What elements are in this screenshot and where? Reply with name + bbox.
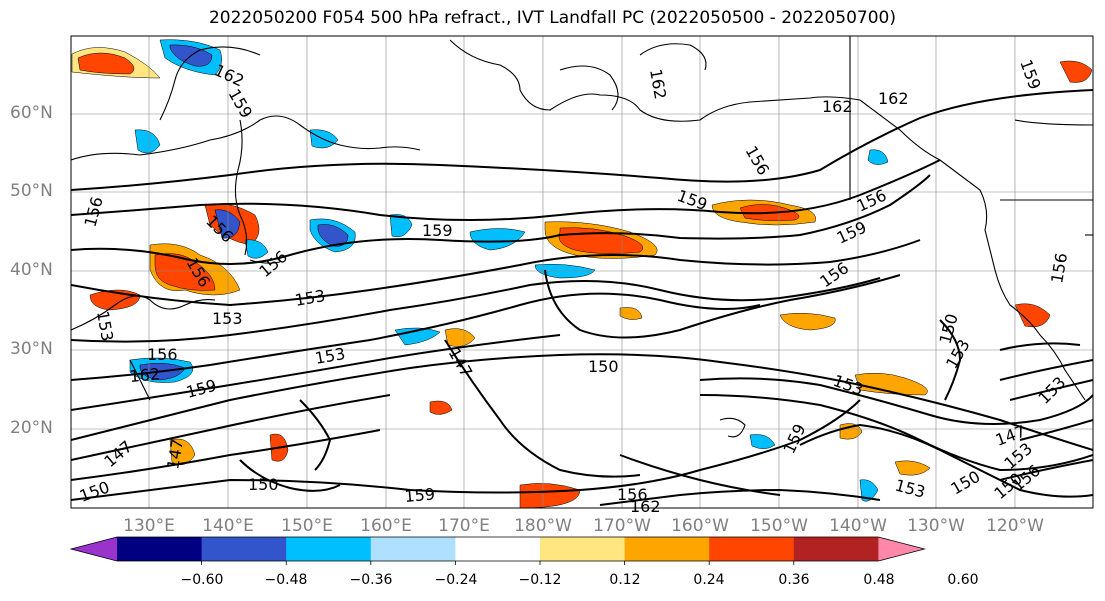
- lon-label: 120°W: [986, 516, 1044, 536]
- colorbar-tick-label: −0.48: [264, 572, 308, 588]
- colorbar-segment: [201, 537, 287, 561]
- colorbar-segment: [370, 537, 456, 561]
- colorbar-tick-label: −0.12: [518, 572, 562, 588]
- lon-label: 160°E: [360, 516, 412, 536]
- lon-label: 150°W: [750, 516, 808, 536]
- coastlines: [71, 36, 1093, 438]
- lon-label: 170°W: [593, 516, 651, 536]
- lat-label-50n: 50°N: [10, 181, 53, 201]
- contour-label: 159: [422, 221, 453, 240]
- lon-label: 130°E: [123, 516, 175, 536]
- colorbar-tick-label: 0.60: [947, 572, 979, 588]
- height-contours: [71, 89, 1093, 506]
- colorbar-segment: [117, 537, 203, 561]
- lat-label-20n: 20°N: [10, 418, 53, 438]
- colorbar-segment: [455, 537, 541, 561]
- contour-label: 162: [878, 89, 909, 108]
- lon-label: 140°E: [202, 516, 254, 536]
- contour-label: 156: [147, 345, 178, 364]
- lat-label-60n: 60°N: [10, 103, 53, 123]
- lon-label: 170°E: [438, 516, 490, 536]
- colorbar-extend-low: [71, 537, 117, 561]
- colorbar: [69, 536, 926, 565]
- contour-label: 162: [822, 97, 853, 116]
- lon-label: 130°W: [907, 516, 965, 536]
- lon-label: 160°W: [671, 516, 729, 536]
- colorbar-segment: [624, 537, 710, 561]
- contour-label: 153: [212, 309, 243, 328]
- contour-label: 150: [588, 357, 619, 376]
- lat-label-30n: 30°N: [10, 339, 53, 359]
- contour-label: 162: [630, 497, 661, 516]
- lon-label: 150°E: [281, 516, 333, 536]
- colorbar-segment: [709, 537, 795, 561]
- colorbar-tick-label: 0.24: [693, 572, 725, 588]
- colorbar-segment: [540, 537, 626, 561]
- colorbar-tick-label: −0.36: [349, 572, 393, 588]
- lat-label-40n: 40°N: [10, 260, 53, 280]
- map-title: 2022050200 F054 500 hPa refract., IVT La…: [208, 8, 896, 28]
- colorbar-segment: [286, 537, 372, 561]
- contour-label: 162: [129, 364, 161, 386]
- contour-label: 159: [404, 484, 436, 506]
- map-area: [71, 36, 1093, 508]
- lon-label: 140°W: [829, 516, 887, 536]
- map-frame: [70, 35, 1094, 509]
- colorbar-tick-label: 0.48: [863, 572, 895, 588]
- graticule: [71, 36, 1093, 508]
- contour-label: 150: [248, 475, 279, 494]
- colorbar-tick-label: 0.36: [778, 572, 810, 588]
- contour-label: 156: [617, 485, 648, 504]
- colorbar-tick-label: 0.12: [609, 572, 641, 588]
- colorbar-tick-label: −0.24: [434, 572, 478, 588]
- colorbar-segment: [793, 537, 879, 561]
- colorbar-extend-high: [878, 537, 925, 561]
- colorbar-tick-label: −0.60: [180, 572, 224, 588]
- lon-label: 180°W: [514, 516, 572, 536]
- colorbar-outline: [69, 536, 926, 562]
